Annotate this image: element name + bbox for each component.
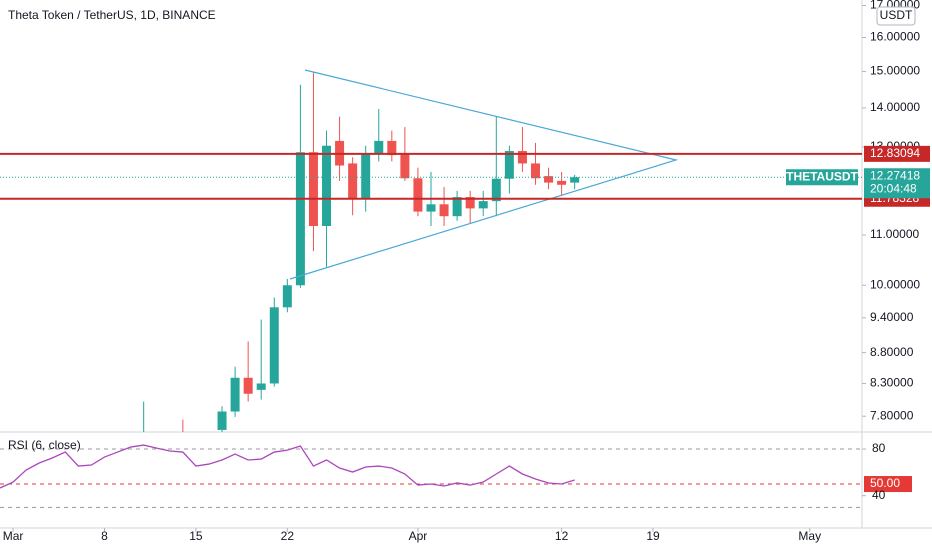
candle-body	[282, 285, 292, 308]
rsi-pane	[0, 444, 862, 508]
unit-label: USDT	[880, 8, 913, 22]
rsi-title: RSI (6, close)	[8, 438, 81, 452]
rsi-level-tag	[864, 476, 912, 493]
y-tick-label: 7.80000	[870, 408, 914, 422]
price-pane	[143, 72, 580, 432]
candle-body	[439, 204, 449, 217]
candle-body	[570, 177, 580, 183]
candle-body	[426, 204, 436, 212]
candle-body	[557, 180, 567, 185]
candle-body	[322, 145, 332, 226]
rsi-level-label: 50.00	[870, 476, 900, 490]
rsi-line	[0, 444, 575, 489]
candle-body	[217, 411, 227, 430]
candle-body	[491, 178, 501, 202]
x-tick-label: May	[798, 529, 821, 543]
rsi-y-tick-label: 40	[872, 488, 886, 502]
x-tick-label: 22	[281, 529, 295, 543]
symbol-label: THETAUSDT	[786, 169, 858, 183]
y-tick-label: 14.00000	[870, 100, 920, 114]
y-tick-label: 17.00000	[870, 0, 920, 12]
y-tick-label: 15.00000	[870, 64, 920, 78]
candle-body	[387, 140, 397, 156]
candle-body	[504, 151, 514, 179]
level-tag	[864, 145, 930, 162]
x-tick-label: Apr	[409, 529, 428, 543]
candle-body	[374, 140, 384, 154]
candle-body	[295, 152, 305, 286]
x-tick-label: 12	[555, 529, 569, 543]
countdown-label: 20:04:48	[870, 181, 917, 195]
candle-body	[452, 197, 462, 217]
unit-box[interactable]	[876, 6, 916, 26]
candle-body	[413, 178, 423, 212]
x-tick-label: 15	[189, 529, 203, 543]
candle-body	[478, 201, 488, 209]
candle-body	[243, 377, 253, 394]
last-price-tag	[864, 168, 930, 199]
x-tick-label: 19	[646, 529, 660, 543]
y-tick-label: 8.80000	[870, 345, 914, 359]
y-tick-label: 10.00000	[870, 277, 920, 291]
last-price-label: 12.27418	[870, 168, 920, 182]
x-tick-label: 8	[101, 529, 108, 543]
symbol-tag	[786, 169, 858, 186]
candle-body	[256, 383, 266, 390]
candle-body	[308, 152, 318, 226]
candle-body	[230, 377, 240, 412]
candle-body	[361, 153, 371, 199]
candle-body	[465, 197, 475, 209]
y-tick-label: 9.40000	[870, 310, 914, 324]
candle-body	[530, 163, 540, 179]
candle-body	[400, 153, 410, 179]
y-tick-label: 8.30000	[870, 376, 914, 390]
candle-body	[517, 151, 527, 164]
candle-body	[544, 176, 554, 183]
candle-body	[348, 163, 358, 199]
y-tick-label: 16.00000	[870, 30, 920, 44]
y-tick-label: 11.00000	[870, 227, 919, 241]
level-label: 12.83094	[870, 146, 920, 160]
triangle-drawing	[289, 69, 679, 280]
chart-title: Theta Token / TetherUS, 1D, BINANCE	[8, 8, 216, 22]
rsi-y-tick-label: 80	[872, 441, 886, 455]
candle-body	[269, 307, 279, 384]
x-tick-label: Mar	[3, 529, 24, 543]
